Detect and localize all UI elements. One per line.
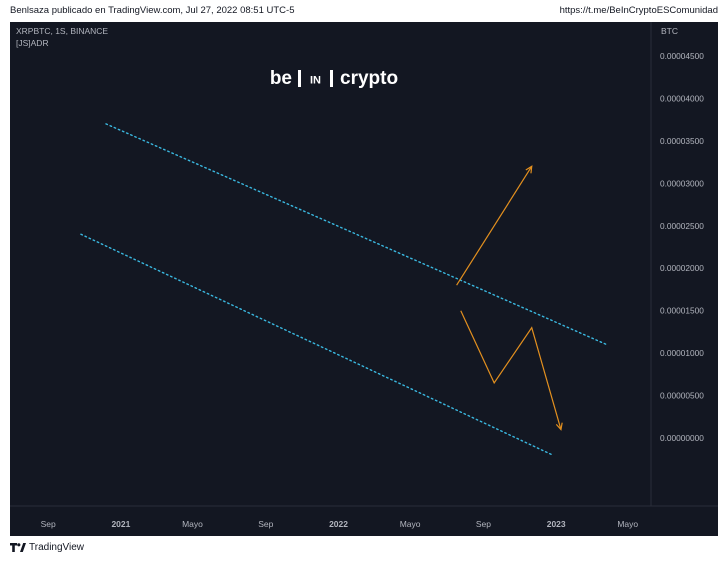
x-tick-label: Sep: [258, 519, 273, 529]
community-link[interactable]: https://t.me/BeInCryptoESComunidad: [559, 5, 718, 16]
x-tick-label: 2021: [111, 519, 130, 529]
brand-watermark: be IN crypto: [270, 68, 398, 89]
projection-arrowhead: [525, 165, 533, 174]
projection-path-bullish: [456, 166, 533, 286]
axis-layer: 0.00000000 0.00000500 0.00001000 0.00001500…: [10, 22, 718, 529]
watermark-in: IN: [310, 75, 321, 87]
watermark-be: be: [270, 68, 292, 89]
y-tick-label: 0.00004000: [660, 93, 704, 103]
chart-panel[interactable]: be IN crypto 0.00000000 0.00000500 0.00001…: [10, 22, 718, 536]
channel-layer: [80, 123, 608, 456]
x-tick-label: 2022: [329, 519, 348, 529]
indicator-label: [JS]ADR: [16, 38, 49, 48]
y-tick-label: 0.00000000: [660, 433, 704, 443]
header-bar: Benlsaza publicado en TradingView.com, J…: [0, 0, 728, 22]
projection-path-bearish: [460, 310, 562, 430]
y-tick-label: 0.00002000: [660, 263, 704, 273]
x-tick-label: Mayo: [182, 519, 203, 529]
y-tick-label: 0.00003000: [660, 178, 704, 188]
channel-line: [105, 123, 608, 346]
watermark-crypto: crypto: [340, 68, 398, 89]
x-tick-label: Mayo: [400, 519, 421, 529]
tradingview-brand[interactable]: TradingView: [29, 542, 85, 553]
y-tick-label: 0.00003500: [660, 136, 704, 146]
tradingview-logo-icon: [10, 543, 26, 552]
channel-line: [80, 233, 554, 456]
y-tick-label: 0.00001000: [660, 348, 704, 358]
publisher-info: Benlsaza publicado en TradingView.com, J…: [10, 5, 295, 16]
y-tick-label: 0.00002500: [660, 221, 704, 231]
x-tick-label: Sep: [41, 519, 56, 529]
projection-arrowhead: [555, 422, 563, 431]
watermark-bracket-right: [330, 70, 333, 87]
x-tick-label: Sep: [476, 519, 491, 529]
x-tick-label: 2023: [547, 519, 566, 529]
watermark-bracket-left: [298, 70, 301, 87]
y-tick-label: 0.00004500: [660, 51, 704, 61]
y-tick-label: 0.00001500: [660, 306, 704, 316]
projection-layer: [456, 165, 563, 431]
y-tick-label: 0.00000500: [660, 391, 704, 401]
currency-label: BTC: [661, 26, 678, 36]
x-tick-label: Mayo: [617, 519, 638, 529]
price-chart[interactable]: be IN crypto 0.00000000 0.00000500 0.00001…: [10, 22, 718, 536]
symbol-label: XRPBTC, 1S, BINANCE: [16, 26, 108, 36]
